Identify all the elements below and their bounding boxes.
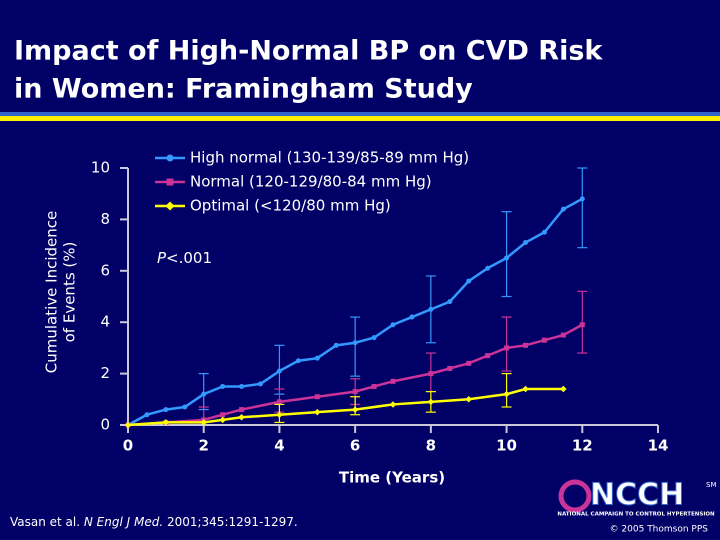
marker: [447, 299, 453, 305]
marker: [314, 355, 320, 361]
marker: [314, 394, 320, 400]
logo-heart: [558, 479, 592, 513]
marker: [220, 412, 226, 418]
marker: [166, 178, 174, 186]
citation-details: 2001;345:1291-1297.: [163, 515, 298, 529]
marker: [409, 314, 415, 320]
title-line: Impact of High-Normal BP on CVD Risk: [14, 36, 603, 67]
marker: [314, 408, 321, 416]
logo-text: NCCH: [590, 478, 684, 513]
error-bar: [501, 316, 512, 372]
marker: [522, 385, 529, 393]
x-tick-label: 6: [350, 437, 360, 455]
marker: [239, 407, 245, 413]
marker: [485, 265, 491, 271]
marker: [220, 383, 226, 389]
marker: [560, 332, 566, 338]
legend-label: High normal (130-139/85-89 mm Hg): [190, 149, 469, 167]
marker: [541, 229, 547, 235]
x-axis-label: Time (Years): [339, 469, 445, 487]
y-tick-label: 4: [100, 313, 110, 331]
x-tick-label: 10: [496, 437, 517, 455]
marker: [390, 322, 396, 328]
marker: [541, 337, 547, 343]
error-bar: [577, 290, 588, 354]
marker: [447, 365, 453, 371]
marker: [390, 378, 396, 384]
legend-label: Normal (120-129/80-84 mm Hg): [190, 173, 432, 191]
logo: NCCH SM NATIONAL CAMPAIGN TO CONTROL HYP…: [557, 477, 716, 518]
marker: [485, 353, 491, 359]
x-tick-label: 0: [123, 437, 133, 455]
marker: [389, 401, 397, 408]
marker: [200, 419, 207, 426]
marker: [239, 383, 245, 389]
error-bar: [274, 403, 285, 424]
error-bar: [501, 373, 512, 408]
marker: [295, 358, 301, 364]
marker: [523, 342, 528, 348]
logo-subtitle: NATIONAL CAMPAIGN TO CONTROL HYPERTENSIO…: [557, 512, 715, 518]
marker: [238, 414, 245, 421]
annotation: P<.001: [157, 249, 212, 267]
marker: [371, 335, 377, 341]
x-tick-label: 2: [198, 437, 208, 455]
annotation-value: <.001: [166, 249, 212, 267]
citation-authors: Vasan et al.: [10, 515, 84, 529]
copyright: © 2005 Thomson PPS: [610, 525, 709, 535]
marker: [258, 381, 263, 387]
error-bar: [577, 167, 588, 249]
citation: Vasan et al. N Engl J Med. 2001;345:1291…: [10, 515, 298, 529]
y-tick-label: 10: [91, 159, 110, 177]
error-bar: [425, 275, 436, 344]
y-tick-label: 6: [100, 261, 110, 279]
marker: [466, 278, 472, 284]
error-bar: [350, 316, 361, 377]
y-tick-label: 2: [100, 364, 110, 382]
marker: [523, 240, 528, 246]
x-tick-label: 12: [572, 437, 593, 455]
title-rule: [0, 112, 720, 116]
x-tick-label: 4: [274, 437, 284, 455]
logo-mark: SM: [706, 481, 716, 489]
title-rule: [0, 116, 720, 121]
y-tick-label: 0: [100, 416, 110, 434]
marker: [219, 416, 226, 424]
marker: [162, 419, 170, 426]
error-bar: [501, 211, 512, 298]
series-line: [127, 387, 564, 427]
marker: [333, 342, 339, 348]
citation-journal: N Engl J Med.: [84, 515, 163, 529]
y-axis-label: of Events (%): [61, 242, 79, 343]
marker: [465, 396, 472, 403]
marker: [371, 383, 377, 389]
marker: [144, 412, 150, 418]
marker: [182, 404, 188, 410]
marker: [466, 360, 472, 366]
y-axis-label: Cumulative Incidence: [43, 211, 61, 373]
y-tick-label: 8: [100, 210, 110, 228]
marker: [166, 154, 174, 162]
error-bar: [350, 396, 361, 416]
marker: [163, 407, 169, 413]
legend-label: Optimal (<120/80 mm Hg): [190, 197, 391, 215]
marker: [560, 385, 567, 393]
marker: [165, 201, 175, 211]
annotation-p: P: [157, 249, 167, 267]
x-tick-label: 14: [648, 437, 669, 455]
error-bar: [425, 390, 436, 413]
title-line: in Women: Framingham Study: [14, 74, 473, 105]
marker: [560, 206, 566, 212]
x-tick-label: 8: [426, 437, 436, 455]
marker: [124, 421, 132, 429]
